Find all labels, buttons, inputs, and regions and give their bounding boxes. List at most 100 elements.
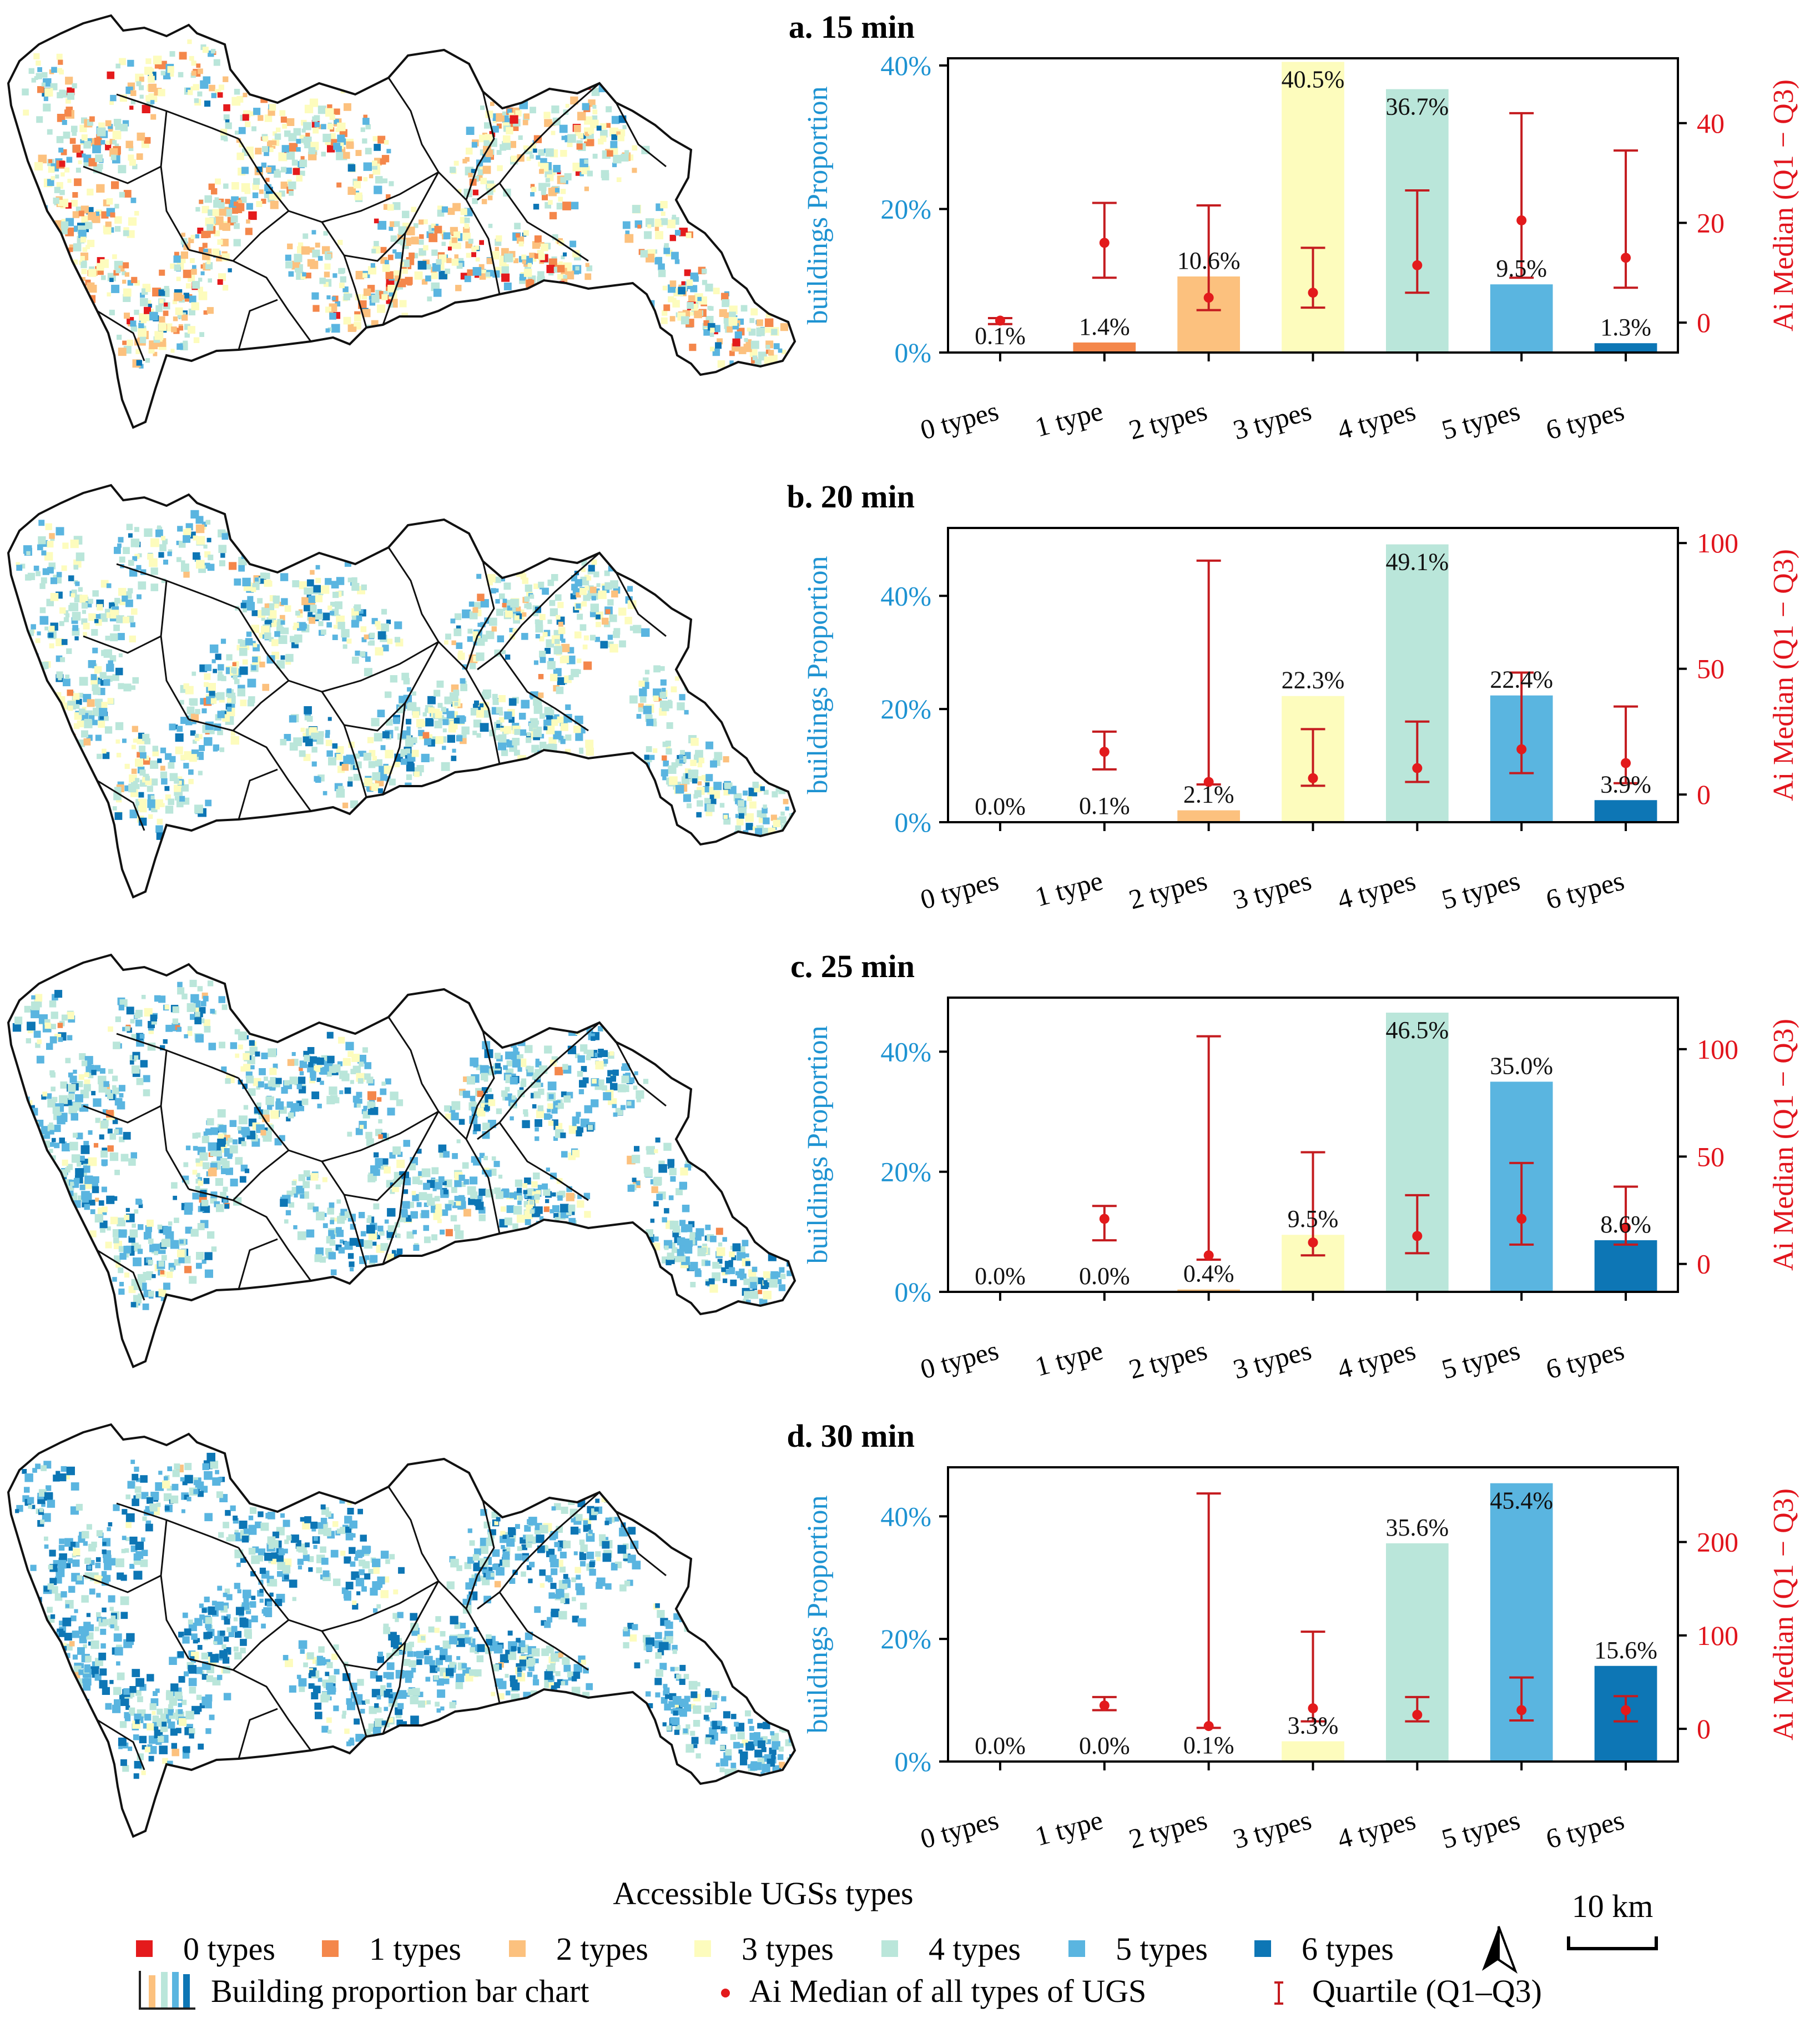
x-tick-label-c-1: 1 type	[1032, 1335, 1106, 1382]
median-dot-b-2	[1203, 777, 1214, 787]
legend-swatch-3	[694, 1940, 711, 1957]
median-dot-a-0	[995, 315, 1005, 326]
bar-label-a-5: 9.5%	[1496, 255, 1547, 282]
bar-label-d-2: 0.1%	[1183, 1732, 1234, 1759]
x-tick-label-a-4: 4 types	[1334, 395, 1419, 446]
quartile-icon	[1274, 1981, 1283, 2005]
y-tick-right-a-1: 20	[1697, 207, 1725, 238]
median-dot-d-3	[1308, 1703, 1318, 1714]
bar-label-c-3: 9.5%	[1288, 1205, 1339, 1232]
bar-label-b-5: 22.4%	[1490, 666, 1553, 693]
bar-label-b-2: 2.1%	[1183, 781, 1234, 808]
bar-b-2	[1177, 810, 1240, 822]
legend-item-type-5: 5 types	[1068, 1931, 1208, 1967]
x-tick-label-a-5: 5 types	[1438, 395, 1523, 446]
median-dot-c-6	[1621, 1222, 1631, 1232]
bar-label-b-0: 0.0%	[975, 793, 1026, 820]
legend-item-type-4: 4 types	[881, 1931, 1021, 1967]
legend-item-type-3: 3 types	[694, 1931, 834, 1967]
error-bar-c-2	[1196, 1035, 1221, 1261]
panel-title-b: b. 20 min	[787, 479, 915, 515]
legend-swatch-4	[881, 1940, 898, 1957]
bar-a-5	[1490, 284, 1553, 353]
y-tick-right-d-1: 100	[1697, 1620, 1738, 1651]
y-tick-left-b-2: 40%	[880, 580, 931, 611]
panel-title-d: d. 30 min	[787, 1418, 915, 1454]
legend-label-3: 3 types	[742, 1931, 834, 1967]
bar-label-a-6: 1.3%	[1600, 314, 1651, 341]
y-tick-left-c-0: 0%	[894, 1276, 931, 1307]
median-dot-d-2	[1203, 1721, 1214, 1732]
bar-label-d-5: 45.4%	[1490, 1487, 1553, 1514]
map-outline-d	[7, 1423, 796, 1838]
bar-label-c-5: 35.0%	[1490, 1052, 1553, 1079]
bar-a-6	[1594, 343, 1657, 353]
bar-label-c-6: 8.6%	[1600, 1211, 1651, 1238]
median-dot-c-4	[1412, 1231, 1423, 1241]
bar-chart-legend-icon	[139, 1971, 195, 2010]
median-dot-a-5	[1516, 215, 1527, 225]
legend-bar-chart-label: Building proportion bar chart	[211, 1973, 589, 2009]
y-tick-right-b-0: 0	[1697, 779, 1711, 810]
y-axis-label-right-d: Ai Median (Q1 − Q3)	[1768, 1488, 1799, 1740]
y-tick-left-a-2: 40%	[880, 50, 931, 81]
x-tick-label-b-4: 4 types	[1334, 865, 1419, 915]
x-tick-label-c-4: 4 types	[1334, 1335, 1419, 1385]
median-dot-c-3	[1308, 1237, 1318, 1248]
bar-chart-20min: 0.0% 0.1% 2.1% 22.3% 49.1% 22.4% 3.9% 0% 20% 40% 0…	[802, 527, 1799, 915]
map-districts-b	[83, 547, 667, 831]
legend-item-type-0: 0 types	[136, 1931, 275, 1967]
bar-label-b-3: 22.3%	[1282, 667, 1345, 694]
error-bar-b-2	[1196, 559, 1221, 786]
y-tick-right-c-1: 50	[1697, 1141, 1725, 1172]
median-dot-a-4	[1412, 260, 1423, 270]
median-dot-b-3	[1308, 773, 1318, 783]
legend-median-item: Ai Median of all types of UGS	[721, 1973, 1146, 2009]
median-dot-b-1	[1099, 747, 1110, 757]
x-tick-label-b-6: 6 types	[1542, 865, 1627, 915]
x-tick-label-d-1: 1 type	[1032, 1804, 1106, 1852]
legend-label-5: 5 types	[1116, 1931, 1208, 1967]
legend-swatch-5	[1068, 1940, 1085, 1957]
scale-bar-label: 10 km	[1572, 1888, 1653, 1924]
legend-item-type-2: 2 types	[509, 1931, 648, 1967]
legend-swatch-6	[1254, 1940, 1271, 1957]
bar-label-c-1: 0.0%	[1079, 1262, 1130, 1290]
median-dot-b-5	[1516, 744, 1527, 754]
x-tick-label-b-1: 1 type	[1032, 865, 1106, 913]
legend-label-4: 4 types	[929, 1931, 1021, 1967]
y-tick-right-a-2: 40	[1697, 108, 1725, 139]
x-tick-label-b-0: 0 types	[917, 865, 1002, 915]
y-tick-left-b-1: 20%	[880, 693, 931, 724]
legend-bar-chart-item: Building proportion bar chart	[139, 1971, 589, 2010]
bar-label-d-3: 3.3%	[1288, 1712, 1339, 1739]
map-districts-c	[83, 1017, 667, 1301]
bar-a-3	[1282, 62, 1344, 353]
error-bar-b-5	[1509, 671, 1534, 774]
y-tick-left-d-0: 0%	[894, 1746, 931, 1777]
bar-label-a-1: 1.4%	[1079, 313, 1130, 340]
x-tick-label-c-2: 2 types	[1126, 1335, 1211, 1385]
bar-label-d-6: 15.6%	[1594, 1637, 1657, 1664]
legend-quartile-item: Quartile (Q1–Q3)	[1274, 1973, 1542, 2009]
legend-quartile-label: Quartile (Q1–Q3)	[1312, 1973, 1542, 2009]
median-dot-b-6	[1621, 758, 1631, 768]
bar-label-d-4: 35.6%	[1386, 1514, 1449, 1541]
x-tick-label-a-2: 2 types	[1126, 395, 1211, 446]
error-bar-a-5	[1509, 112, 1534, 279]
x-tick-label-a-0: 0 types	[917, 395, 1002, 446]
map-buildings-d	[8, 1452, 795, 1779]
y-tick-right-d-2: 200	[1697, 1527, 1738, 1558]
bar-label-c-4: 46.5%	[1386, 1017, 1449, 1044]
error-bar-c-5	[1509, 1161, 1534, 1246]
x-tick-label-b-2: 2 types	[1126, 865, 1211, 915]
y-tick-right-d-0: 0	[1697, 1713, 1711, 1744]
x-tick-label-d-0: 0 types	[917, 1804, 1002, 1855]
bar-a-1	[1073, 342, 1136, 353]
map-panel-25min	[7, 953, 796, 1368]
map-districts-a	[83, 77, 667, 361]
median-dot-a-1	[1099, 238, 1110, 248]
error-bar-a-4	[1405, 189, 1430, 294]
median-dot-a-3	[1308, 288, 1318, 298]
